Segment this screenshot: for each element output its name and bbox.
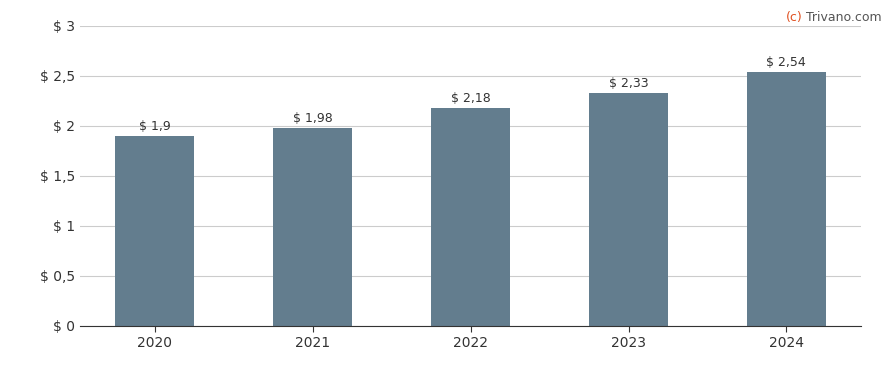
Text: $ 2,54: $ 2,54 [766, 56, 806, 69]
Text: $ 2,18: $ 2,18 [451, 92, 490, 105]
Text: (c): (c) [785, 11, 802, 24]
Text: $ 2,33: $ 2,33 [608, 77, 648, 90]
Bar [115, 136, 194, 326]
Bar [432, 108, 510, 326]
Text: Trivano.com: Trivano.com [802, 11, 882, 24]
Text: $ 1,9: $ 1,9 [139, 120, 170, 133]
Text: $ 1,98: $ 1,98 [293, 112, 333, 125]
Bar [274, 128, 353, 326]
Bar [747, 72, 826, 326]
Bar [589, 93, 668, 326]
